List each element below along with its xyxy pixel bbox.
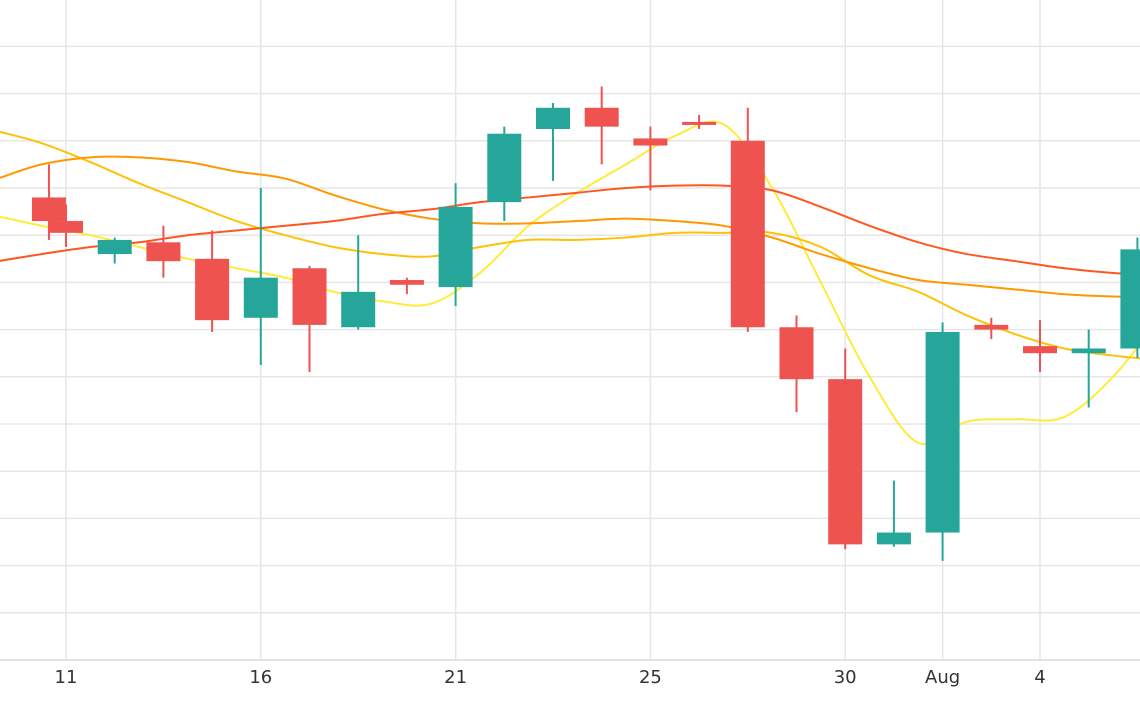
candle-body (633, 138, 668, 146)
candle-body (1023, 346, 1057, 354)
candle (1120, 237, 1140, 358)
candle-body (536, 107, 570, 129)
x-tick-label: 21 (444, 667, 467, 688)
candle (97, 237, 132, 264)
x-axis-ticks: 11 16 21 25 30 Aug 4 (55, 667, 1046, 688)
candle-body (195, 258, 230, 321)
candle (49, 204, 83, 247)
candle-body (682, 121, 717, 125)
candle-body (49, 221, 83, 233)
candle (146, 225, 181, 278)
candle (341, 235, 376, 330)
candle (925, 322, 960, 561)
candle-body (292, 268, 327, 325)
candle (633, 126, 668, 191)
candle (730, 107, 765, 332)
candle-body (730, 140, 765, 328)
candle-body (925, 331, 960, 533)
candle-body (1071, 348, 1106, 354)
candle (584, 86, 619, 165)
ma-line-4 (0, 184, 1140, 276)
candle (682, 114, 717, 129)
candle-body (974, 324, 1009, 330)
candle-body (146, 242, 181, 262)
chart-grid (0, 0, 1140, 661)
candle-body (828, 379, 863, 545)
candle (974, 317, 1009, 340)
candle-body (341, 291, 376, 328)
candle-body (31, 197, 66, 222)
candle (536, 103, 570, 181)
ma-line-2 (0, 130, 1140, 360)
x-tick-label: 16 (249, 667, 272, 688)
x-tick-label: 4 (1034, 667, 1045, 688)
candle-body (584, 107, 619, 127)
candle (389, 277, 424, 295)
candle (438, 183, 473, 306)
candle-body (243, 277, 278, 318)
candle (292, 265, 327, 373)
candle (243, 188, 278, 365)
candle (487, 126, 522, 222)
candle-body (779, 327, 814, 380)
candles (31, 86, 1140, 561)
x-tick-label: 25 (639, 667, 662, 688)
candle (828, 348, 863, 550)
candle-body (97, 239, 132, 255)
candle (31, 164, 66, 240)
x-tick-label: Aug (925, 667, 960, 688)
candle-body (1120, 249, 1140, 349)
x-tick-label: 30 (834, 667, 857, 688)
candle (1023, 320, 1057, 373)
moving-average-lines (0, 120, 1140, 446)
candle (1071, 329, 1106, 408)
candle-body (876, 532, 911, 545)
candle-body (389, 280, 424, 285)
ma-line-3 (0, 155, 1140, 298)
candle (876, 480, 911, 547)
x-tick-label: 11 (55, 667, 78, 688)
candle (195, 230, 230, 332)
candle (779, 315, 814, 413)
candle-body (438, 206, 473, 288)
candle-body (487, 133, 522, 203)
